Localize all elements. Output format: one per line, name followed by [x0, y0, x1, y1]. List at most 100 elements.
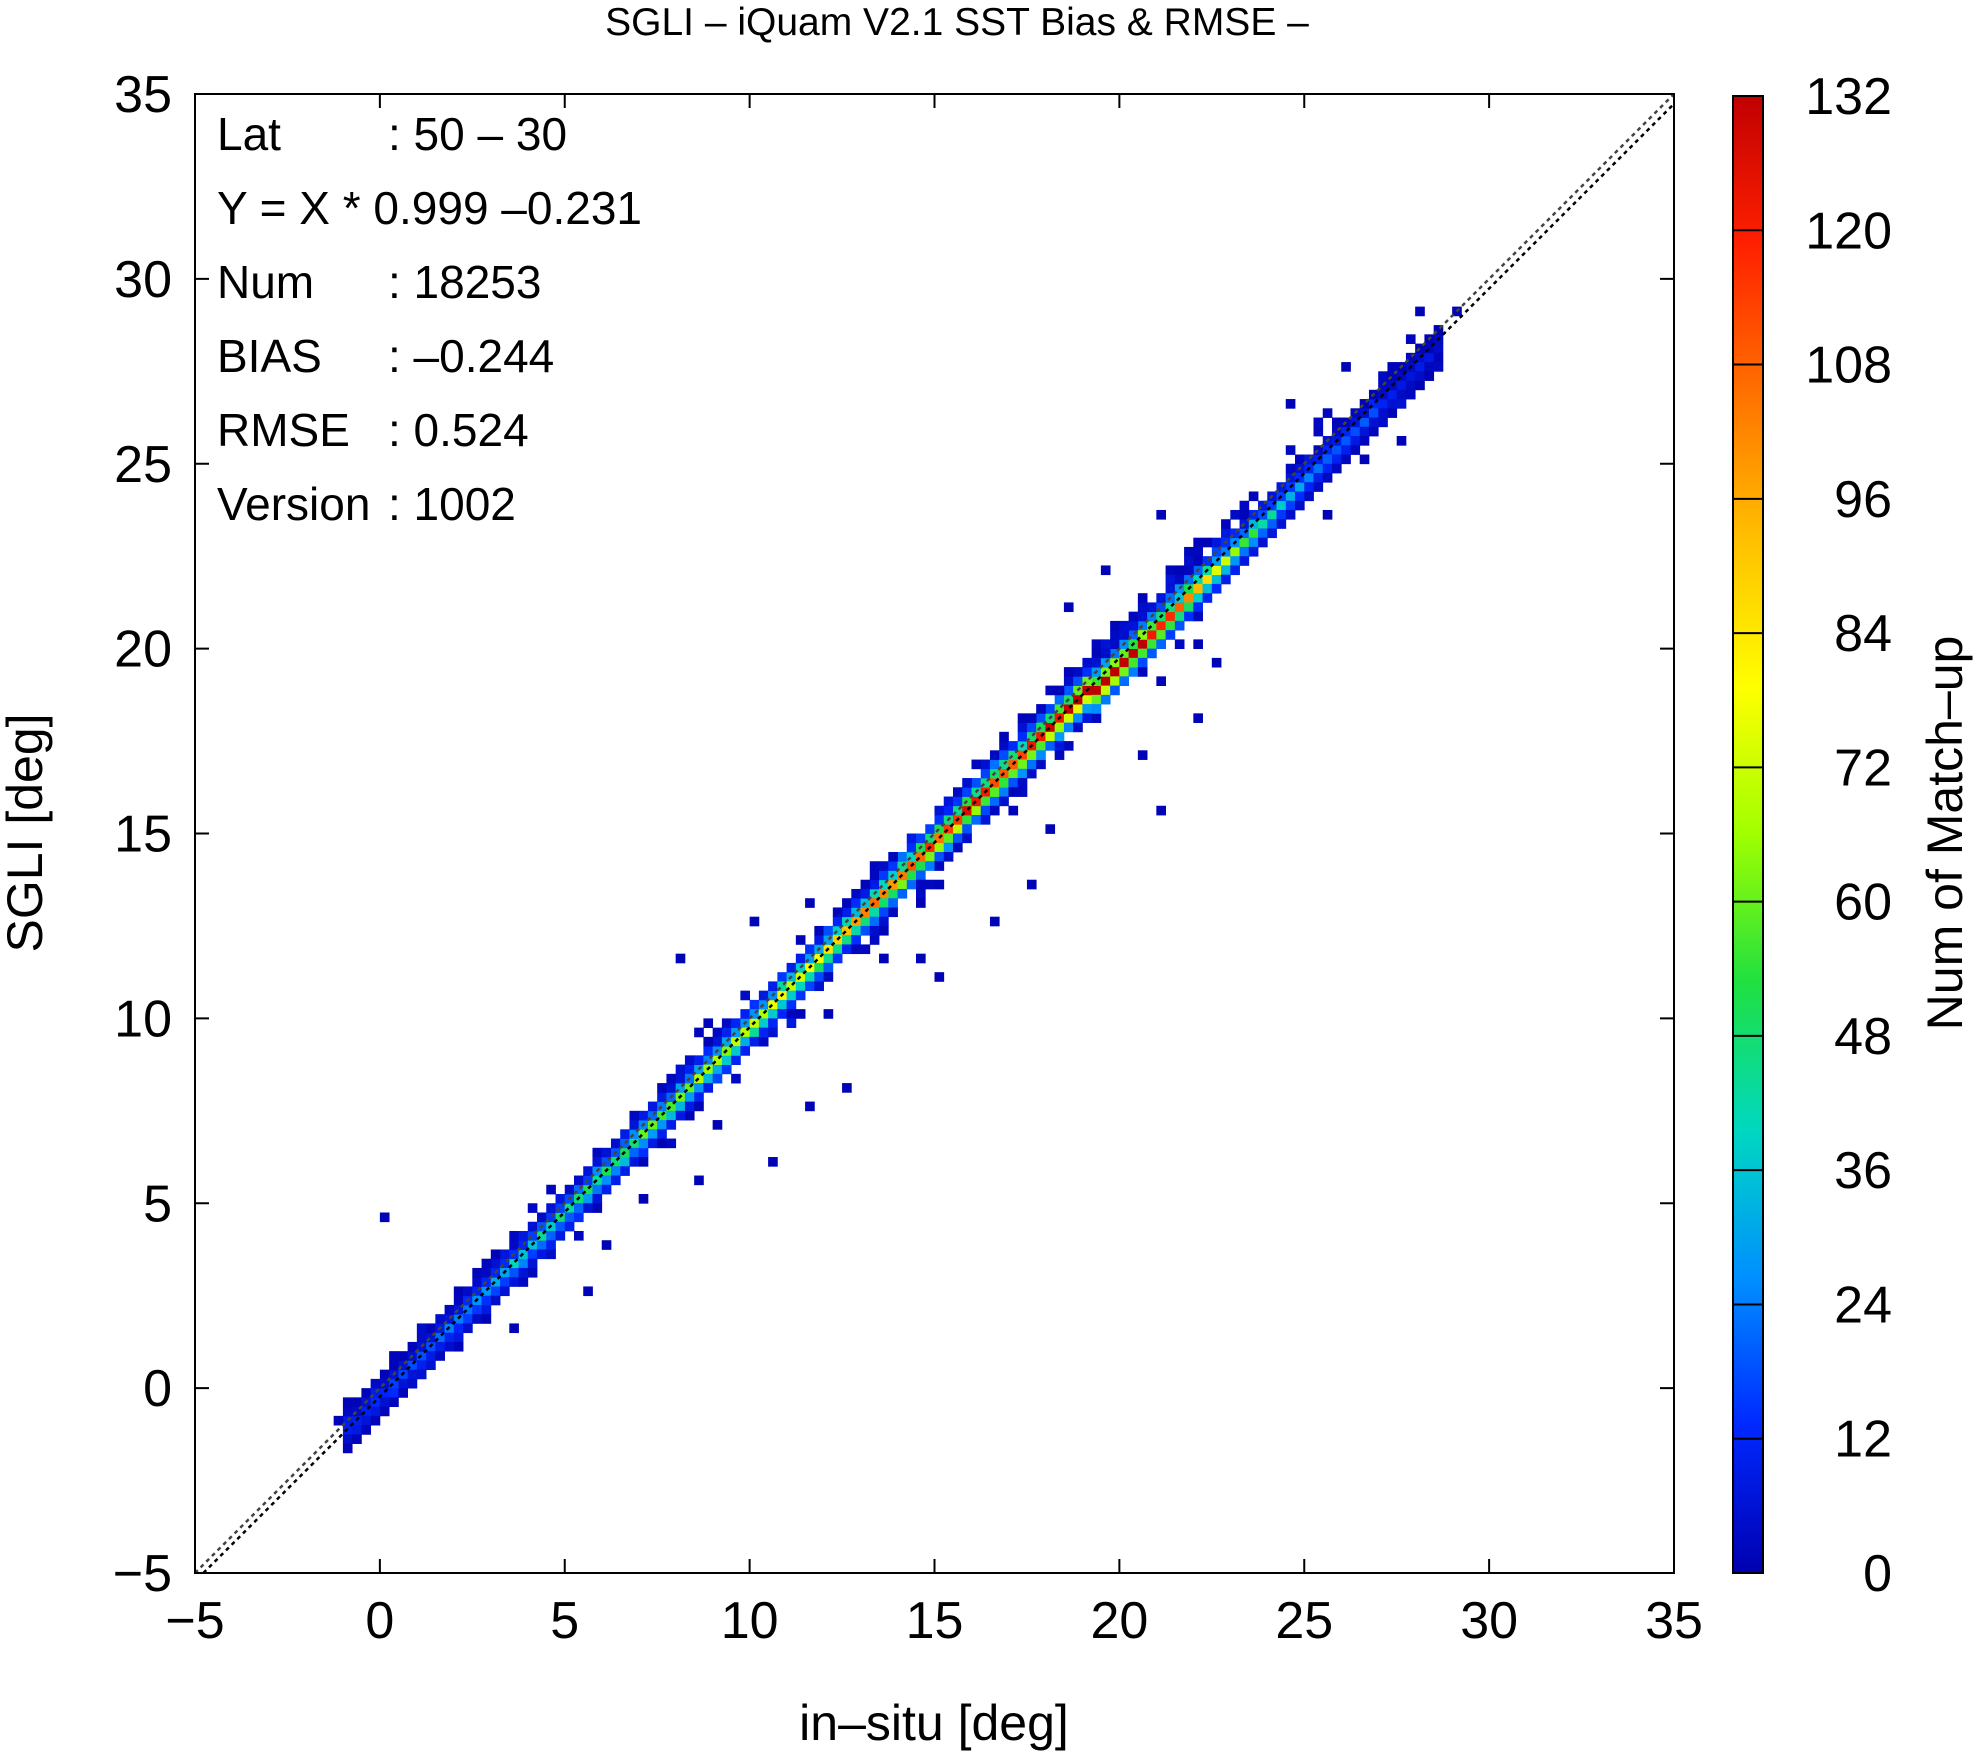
heatmap-bin: [684, 1110, 695, 1121]
heatmap-bin: [490, 1286, 501, 1297]
heatmap-bin: [1331, 463, 1342, 474]
heatmap-bin: [879, 898, 889, 908]
heatmap-bin: [1091, 704, 1102, 714]
y-tick-label: 20: [114, 621, 172, 679]
heatmap-bin: [712, 1055, 723, 1065]
heatmap-bin: [1110, 639, 1120, 650]
stat-bias-value: : –0.244: [388, 330, 554, 382]
stat-bias-label: BIAS: [217, 330, 322, 382]
heatmap-bin: [1119, 667, 1130, 677]
heatmap-bin: [583, 1166, 593, 1176]
heatmap-bin: [731, 1018, 741, 1029]
heatmap-bin: [740, 1009, 751, 1019]
heatmap-bin: [851, 925, 861, 936]
heatmap-bin: [860, 907, 871, 918]
heatmap-bin: [1322, 472, 1333, 483]
heatmap-bin: [943, 842, 954, 853]
heatmap-bin: [342, 1397, 353, 1408]
heatmap-bin: [1378, 399, 1388, 409]
heatmap-bin: [943, 805, 954, 816]
heatmap-bin: [684, 1055, 695, 1065]
heatmap-bin: [1285, 491, 1296, 502]
heatmap-bin: [1424, 371, 1435, 381]
heatmap-bin: [1054, 731, 1065, 742]
heatmap-bin: [749, 1036, 760, 1047]
colorbar-tick-label: 132: [1805, 68, 1892, 126]
heatmap-bin: [407, 1341, 418, 1352]
colorbar-tick-label: 0: [1863, 1545, 1892, 1603]
heatmap-bin: [1184, 565, 1194, 576]
heatmap-bin: [1063, 741, 1074, 751]
heatmap-bin: [897, 851, 908, 862]
heatmap-bin: [1276, 500, 1287, 511]
heatmap-bin: [1396, 380, 1407, 391]
heatmap-bin: [906, 833, 917, 844]
heatmap-bin: [564, 1184, 575, 1195]
heatmap-bin: [1165, 565, 1176, 576]
heatmap-bin: [712, 1064, 723, 1075]
heatmap-bin: [647, 1138, 658, 1149]
heatmap-bin: [795, 953, 806, 964]
heatmap-bin: [1165, 602, 1176, 613]
heatmap-bin: [370, 1378, 381, 1389]
heatmap-bin: [1221, 556, 1231, 566]
heatmap-bin: [906, 870, 917, 881]
heatmap-bin: [1147, 630, 1157, 640]
heatmap-bin: [1415, 371, 1425, 381]
heatmap-bin: [481, 1295, 492, 1306]
heatmap-bin: [805, 1101, 815, 1112]
heatmap-bin: [1424, 362, 1435, 372]
heatmap-bin: [851, 935, 861, 945]
heatmap-bin: [1045, 731, 1056, 742]
heatmap-bin: [768, 1157, 778, 1167]
heatmap-bin: [1054, 750, 1065, 760]
heatmap-bin: [703, 1046, 714, 1056]
heatmap-bin: [980, 815, 991, 825]
heatmap-bin: [1239, 556, 1250, 566]
heatmap-bin: [1193, 593, 1203, 603]
heatmap-bin: [962, 778, 972, 788]
heatmap-bin: [925, 851, 935, 862]
colorbar-ticks: 0 12 24 36 48 60 72 84 96 108 120 132: [1733, 68, 1892, 1603]
heatmap-bin: [1026, 879, 1037, 890]
heatmap-bin: [564, 1212, 575, 1223]
heatmap-bin: [463, 1304, 473, 1315]
heatmap-bin: [398, 1360, 408, 1371]
heatmap-bin: [555, 1230, 566, 1241]
heatmap-bin: [1017, 759, 1028, 770]
heatmap-bin: [426, 1351, 436, 1361]
heatmap-bin: [1387, 408, 1398, 418]
heatmap-bin: [1211, 565, 1222, 576]
stat-num-label: Num: [217, 256, 314, 308]
heatmap-bin: [1313, 482, 1324, 492]
heatmap-bin: [1258, 528, 1268, 539]
heatmap-bin: [573, 1230, 584, 1241]
heatmap-bin: [1258, 537, 1268, 548]
heatmap-bin: [1230, 509, 1240, 520]
heatmap-bin: [407, 1378, 418, 1389]
heatmap-bin: [1091, 648, 1102, 659]
heatmap-bin: [768, 1009, 778, 1019]
heatmap-bin: [1036, 750, 1046, 760]
heatmap-bin: [370, 1415, 381, 1426]
heatmap-bin: [573, 1184, 584, 1195]
heatmap-bin: [869, 925, 880, 936]
heatmap-bin: [860, 916, 871, 927]
heatmap-bin: [1156, 620, 1166, 631]
heatmap-bin: [601, 1147, 612, 1158]
heatmap-bin: [916, 861, 926, 871]
heatmap-bin: [416, 1323, 427, 1334]
heatmap-bin: [943, 851, 954, 862]
heatmap-bin: [814, 962, 824, 973]
heatmap-bin: [703, 1055, 714, 1065]
heatmap-bin: [1017, 750, 1028, 760]
heatmap-bin: [1396, 399, 1407, 409]
heatmap-bin: [1387, 371, 1398, 381]
heatmap-bin: [1350, 445, 1361, 455]
heatmap-bin: [1248, 519, 1259, 529]
heatmap-bin: [1211, 583, 1222, 594]
heatmap-bin: [925, 833, 935, 844]
heatmap-bin: [675, 1083, 686, 1093]
heatmap-bin: [1387, 362, 1398, 372]
heatmap-bin: [361, 1415, 372, 1426]
